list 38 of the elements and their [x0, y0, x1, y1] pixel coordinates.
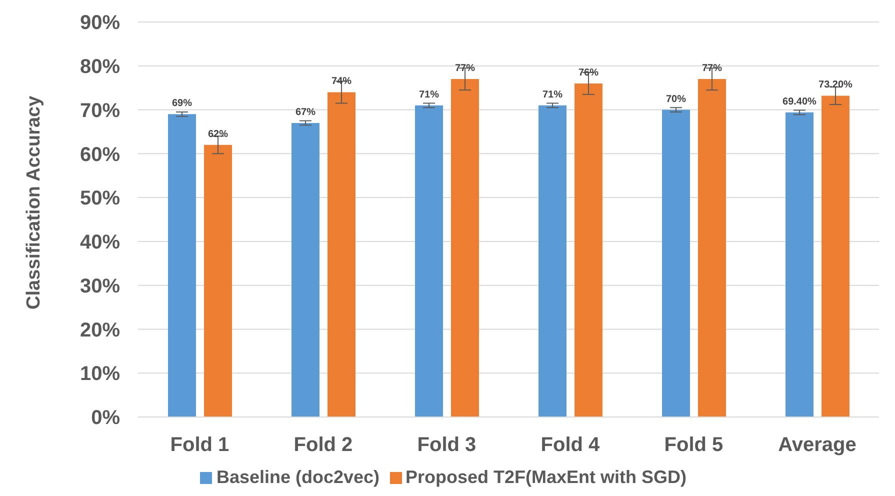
x-tick-label: Fold 3: [417, 434, 476, 456]
data-label: 71%: [418, 89, 440, 100]
y-tick-label: 20%: [80, 319, 120, 342]
bar: [574, 83, 602, 417]
y-tick-label: 60%: [80, 144, 120, 166]
x-tick-label: Fold 4: [540, 434, 601, 456]
bar: [662, 110, 690, 417]
bar: [698, 79, 726, 417]
data-label: 71%: [542, 89, 563, 100]
bar: [292, 122, 320, 417]
bar: [204, 144, 232, 417]
x-tick-label: Fold 1: [170, 434, 230, 456]
y-tick-label: 70%: [80, 100, 120, 122]
bar: [168, 114, 196, 417]
x-tick-label: Fold 5: [664, 434, 724, 456]
bar: [786, 112, 814, 417]
y-tick-label: 50%: [80, 188, 120, 210]
bar: [822, 96, 850, 417]
y-axis-title: Classification Accuracy: [24, 95, 45, 310]
y-tick-label: 40%: [80, 232, 120, 254]
bar: [451, 79, 479, 417]
legend-label: Baseline (doc2vec): [216, 467, 380, 487]
y-tick-label: 90%: [80, 12, 120, 34]
data-label: 73.20%: [818, 80, 853, 91]
data-label: 69.40%: [782, 96, 817, 108]
data-label: 67%: [295, 106, 316, 118]
y-tick-label: 80%: [80, 56, 120, 78]
legend-label: Proposed T2F(MaxEnt with SGD): [406, 467, 687, 487]
x-tick-label: Average: [778, 434, 856, 456]
x-tick-label: Fold 2: [294, 434, 353, 456]
bar: [328, 92, 356, 417]
y-tick-label: 0%: [91, 407, 120, 430]
bar: [538, 105, 566, 417]
y-tick-label: 30%: [80, 275, 120, 298]
y-tick-label: 10%: [80, 363, 120, 386]
data-label: 70%: [666, 94, 686, 105]
bar: [415, 105, 443, 417]
data-label: 69%: [172, 98, 192, 110]
